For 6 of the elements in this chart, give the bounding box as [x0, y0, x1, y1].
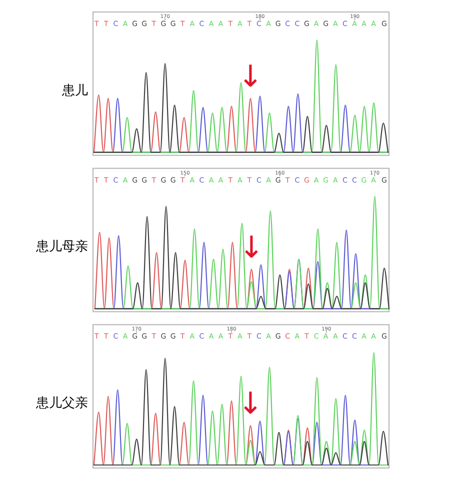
annotation: ↓ [238, 386, 264, 422]
y-axis-title: 患儿父亲 [35, 396, 88, 412]
annotation: ↓ [238, 230, 264, 266]
y-axis-title: 患儿母亲 [35, 240, 88, 255]
annotation: ↓ [238, 59, 264, 94]
y-axis-title: 患儿 [61, 83, 88, 98]
